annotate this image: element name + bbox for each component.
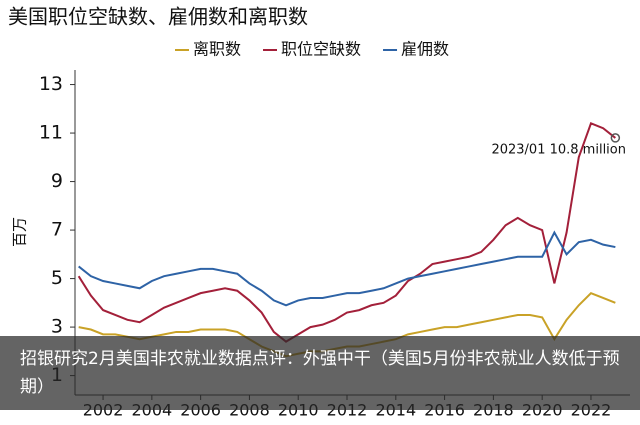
legend-label: 离职数 — [193, 40, 241, 59]
y-tick-label: 7 — [51, 219, 63, 241]
y-tick-label: 5 — [51, 267, 63, 289]
series-line — [77, 122, 616, 343]
y-tick-label: 3 — [51, 316, 63, 338]
annotation: 2023/01 10.8 million — [491, 143, 626, 158]
legend-label: 雇佣数 — [401, 40, 449, 59]
annotation-marker — [610, 133, 621, 143]
y-tick-label: 13 — [39, 73, 63, 95]
legend-label: 职位空缺数 — [281, 40, 361, 59]
chart-title: 美国职位空缺数、雇佣数和离职数 — [8, 5, 308, 29]
y-tick-label: 9 — [51, 170, 63, 192]
y-axis-label: 百万 — [11, 217, 29, 247]
y-tick-label: 11 — [39, 122, 63, 144]
series-line — [78, 230, 616, 307]
caption: 招银研究2月美国非农就业数据点评：外强中干（美国5月份非农就业人数低于预期） — [0, 336, 640, 410]
